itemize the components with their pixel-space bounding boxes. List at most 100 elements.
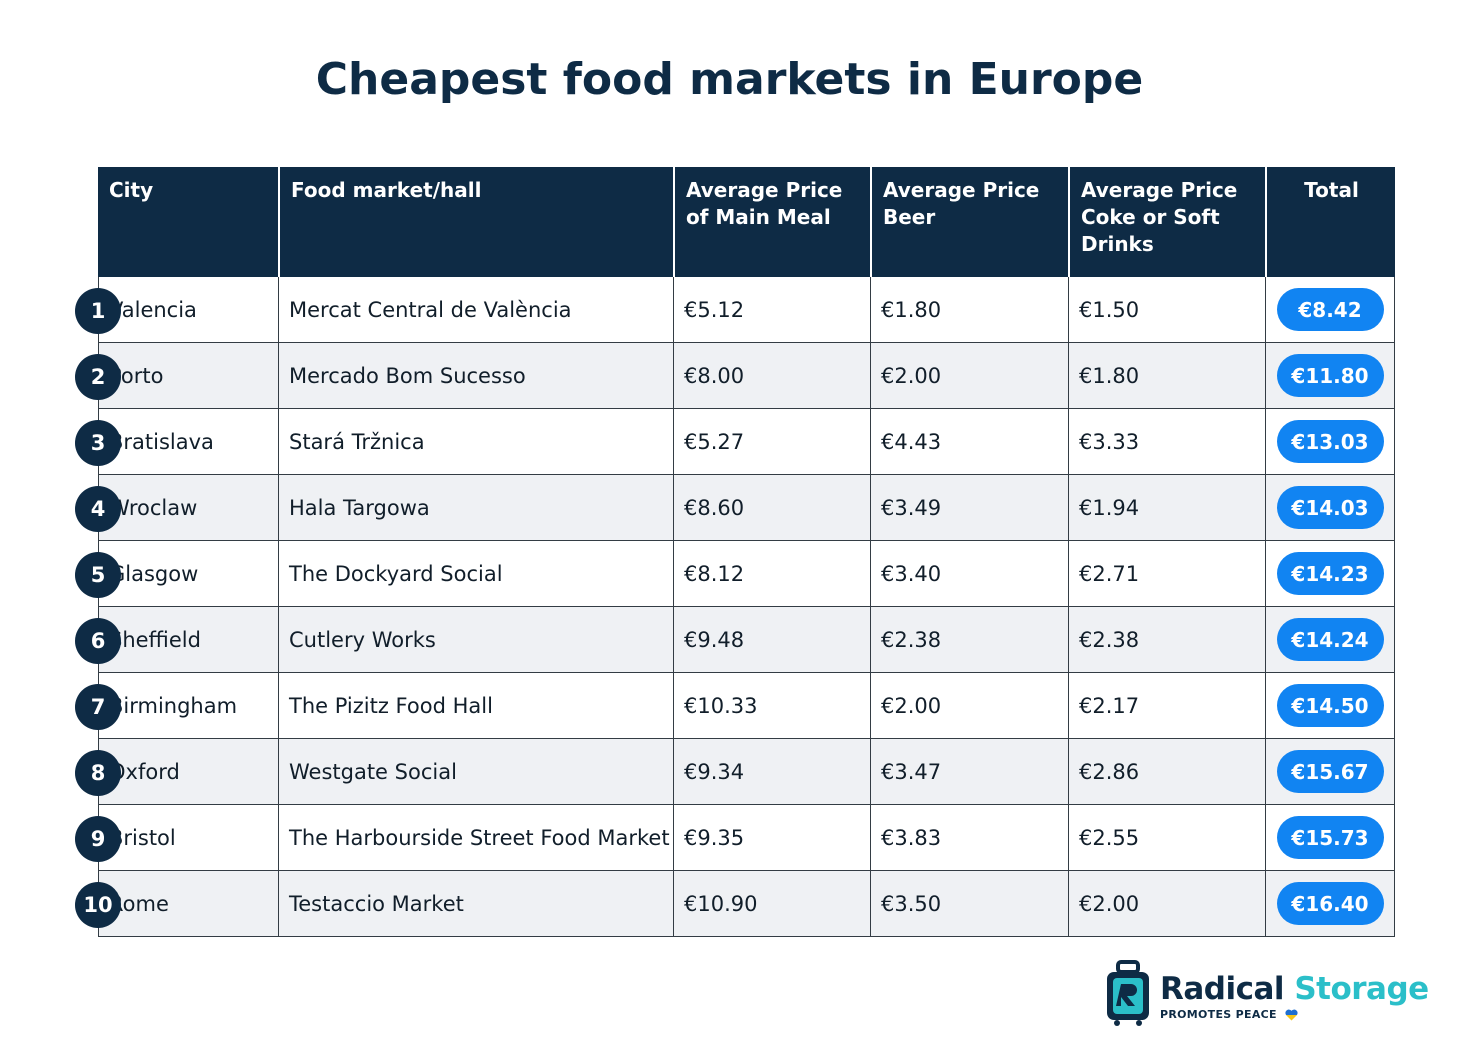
- rank-badge: 1: [75, 288, 121, 334]
- cell-meal: €5.12: [673, 277, 870, 342]
- luggage-icon: [1107, 960, 1149, 1026]
- cell-total: €14.03: [1265, 475, 1395, 540]
- cell-total: €16.40: [1265, 871, 1395, 936]
- cell-coke: €2.38: [1068, 607, 1265, 672]
- cell-market: The Harbourside Street Food Market: [278, 805, 673, 870]
- cell-market: Testaccio Market: [278, 871, 673, 936]
- header-meal: Average Price of Main Meal: [673, 167, 870, 277]
- table-row: 7 Birmingham The Pizitz Food Hall €10.33 €2.…: [75, 673, 1395, 739]
- cell-market: Mercado Bom Sucesso: [278, 343, 673, 408]
- cell-total: €14.24: [1265, 607, 1395, 672]
- header-beer: Average Price Beer: [870, 167, 1068, 277]
- cell-coke: €2.86: [1068, 739, 1265, 804]
- cell-meal: €5.27: [673, 409, 870, 474]
- rank-badge: 9: [75, 816, 121, 862]
- table-row: 3 Bratislava Stará Tržnica €5.27 €4.43 €3.33 €…: [75, 409, 1395, 475]
- header-city: City: [109, 178, 154, 202]
- total-pill: €14.03: [1276, 486, 1384, 529]
- cell-total: €14.23: [1265, 541, 1395, 606]
- total-pill: €8.42: [1276, 288, 1384, 331]
- rank-badge: 5: [75, 552, 121, 598]
- total-pill: €15.73: [1276, 816, 1384, 859]
- logo-wordmark: Radical Storage: [1160, 971, 1429, 1007]
- cell-market: Hala Targowa: [278, 475, 673, 540]
- cell-city: Bratislava: [98, 409, 278, 474]
- cell-meal: €8.12: [673, 541, 870, 606]
- cell-coke: €2.71: [1068, 541, 1265, 606]
- cell-coke: €1.50: [1068, 277, 1265, 342]
- cell-market: The Pizitz Food Hall: [278, 673, 673, 738]
- total-pill: €15.67: [1276, 750, 1384, 793]
- cell-city: Sheffield: [98, 607, 278, 672]
- table-row: 5 Glasgow The Dockyard Social €8.12 €3.40 €2.…: [75, 541, 1395, 607]
- cell-beer: €3.40: [870, 541, 1068, 606]
- logo-word-storage: Storage: [1294, 971, 1429, 1007]
- cell-market: Westgate Social: [278, 739, 673, 804]
- cell-beer: €2.38: [870, 607, 1068, 672]
- total-pill: €13.03: [1276, 420, 1384, 463]
- cell-city: Oxford: [98, 739, 278, 804]
- cell-coke: €2.17: [1068, 673, 1265, 738]
- header-market: Food market/hall: [278, 167, 673, 277]
- total-pill: €14.23: [1276, 552, 1384, 595]
- cell-meal: €9.34: [673, 739, 870, 804]
- cell-beer: €2.00: [870, 343, 1068, 408]
- cell-beer: €3.83: [870, 805, 1068, 870]
- cell-beer: €3.50: [870, 871, 1068, 936]
- header-total: Total: [1265, 167, 1395, 277]
- rank-badge: 4: [75, 486, 121, 532]
- cell-coke: €2.55: [1068, 805, 1265, 870]
- cell-market: Mercat Central de València: [278, 277, 673, 342]
- cell-total: €13.03: [1265, 409, 1395, 474]
- cell-city: Wroclaw: [98, 475, 278, 540]
- rank-badge: 7: [75, 684, 121, 730]
- heart-icon: [1285, 1009, 1298, 1021]
- radical-storage-logo: Radical Storage PROMOTES PEACE: [1104, 960, 1429, 1026]
- cell-beer: €2.00: [870, 673, 1068, 738]
- table-row: 1 Valencia Mercat Central de València €5.12…: [75, 277, 1395, 343]
- cell-total: €8.42: [1265, 277, 1395, 342]
- total-pill: €14.50: [1276, 684, 1384, 727]
- cell-city: Bristol: [98, 805, 278, 870]
- cell-total: €14.50: [1265, 673, 1395, 738]
- cell-meal: €9.35: [673, 805, 870, 870]
- rank-badge: 2: [75, 354, 121, 400]
- cell-city: Birmingham: [98, 673, 278, 738]
- total-pill: €14.24: [1276, 618, 1384, 661]
- cell-coke: €1.80: [1068, 343, 1265, 408]
- header-coke: Average Price Coke or Soft Drinks: [1068, 167, 1265, 277]
- table-body: 1 Valencia Mercat Central de València €5.12…: [75, 277, 1395, 937]
- cell-meal: €8.60: [673, 475, 870, 540]
- cell-market: Cutlery Works: [278, 607, 673, 672]
- chart-title: Cheapest food markets in Europe: [315, 54, 1144, 105]
- cell-beer: €1.80: [870, 277, 1068, 342]
- cell-coke: €1.94: [1068, 475, 1265, 540]
- cell-meal: €10.33: [673, 673, 870, 738]
- cell-total: €11.80: [1265, 343, 1395, 408]
- rank-badge: 6: [75, 618, 121, 664]
- cell-city: Valencia: [98, 277, 278, 342]
- cell-total: €15.73: [1265, 805, 1395, 870]
- table-row: 4 Wroclaw Hala Targowa €8.60 €3.49 €1.94 €14.0…: [75, 475, 1395, 541]
- price-table: City Food market/hall Average Price of M…: [75, 167, 1395, 937]
- table-row: 10 Rome Testaccio Market €10.90 €3.50 €2.00 €1…: [75, 871, 1395, 937]
- table-row: 8 Oxford Westgate Social €9.34 €3.47 €2.86 €15…: [75, 739, 1395, 805]
- cell-market: The Dockyard Social: [278, 541, 673, 606]
- logo-word-radical: Radical: [1160, 971, 1285, 1007]
- cell-market: Stará Tržnica: [278, 409, 673, 474]
- cell-beer: €4.43: [870, 409, 1068, 474]
- cell-beer: €3.49: [870, 475, 1068, 540]
- cell-beer: €3.47: [870, 739, 1068, 804]
- cell-city: Porto: [98, 343, 278, 408]
- logo-tagline: PROMOTES PEACE: [1160, 1008, 1298, 1021]
- cell-city: Glasgow: [98, 541, 278, 606]
- cell-meal: €9.48: [673, 607, 870, 672]
- rank-badge: 3: [75, 420, 121, 466]
- cell-meal: €10.90: [673, 871, 870, 936]
- logo-tagline-text: PROMOTES PEACE: [1160, 1008, 1277, 1021]
- cell-coke: €2.00: [1068, 871, 1265, 936]
- table-row: 2 Porto Mercado Bom Sucesso €8.00 €2.00 €1.80…: [75, 343, 1395, 409]
- table-header: City Food market/hall Average Price of M…: [98, 167, 1395, 277]
- rank-badge: 10: [75, 882, 121, 928]
- table-row: 6 Sheffield Cutlery Works €9.48 €2.38 €2.38 €1…: [75, 607, 1395, 673]
